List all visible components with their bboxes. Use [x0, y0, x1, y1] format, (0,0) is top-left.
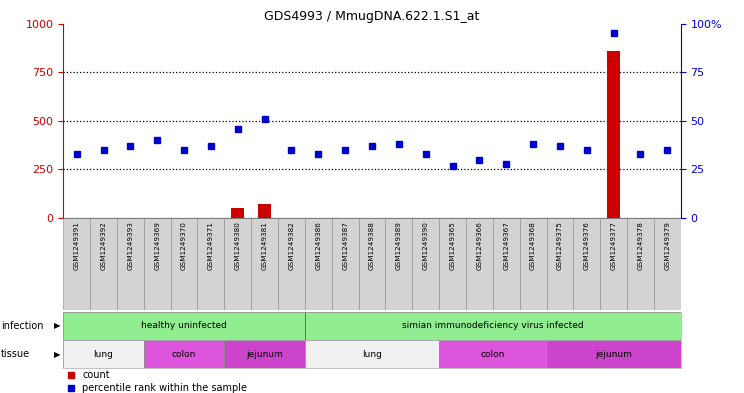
Text: GSM1249391: GSM1249391	[74, 221, 80, 270]
Bar	[547, 340, 681, 368]
Bar	[258, 204, 272, 218]
Bar	[359, 218, 385, 310]
Text: lung: lung	[362, 350, 382, 358]
Bar	[439, 218, 466, 310]
Text: GSM1249366: GSM1249366	[476, 221, 482, 270]
Text: colon: colon	[481, 350, 505, 358]
Text: GSM1249378: GSM1249378	[638, 221, 644, 270]
Bar	[412, 218, 439, 310]
Text: GDS4993 / MmugDNA.622.1.S1_at: GDS4993 / MmugDNA.622.1.S1_at	[264, 10, 480, 23]
Text: GSM1249388: GSM1249388	[369, 221, 375, 270]
Text: GSM1249387: GSM1249387	[342, 221, 348, 270]
Bar	[278, 218, 305, 310]
Text: GSM1249382: GSM1249382	[289, 221, 295, 270]
Bar	[144, 218, 170, 310]
Bar	[63, 312, 305, 340]
Text: GSM1249371: GSM1249371	[208, 221, 214, 270]
Bar	[574, 218, 600, 310]
Text: count: count	[82, 370, 109, 380]
Text: GSM1249380: GSM1249380	[235, 221, 241, 270]
Text: percentile rank within the sample: percentile rank within the sample	[82, 382, 247, 393]
Text: GSM1249376: GSM1249376	[584, 221, 590, 270]
Bar	[170, 218, 197, 310]
Bar	[627, 218, 654, 310]
Bar	[63, 218, 90, 310]
Text: GSM1249379: GSM1249379	[664, 221, 670, 270]
Bar	[305, 312, 681, 340]
Bar	[439, 340, 547, 368]
Text: GSM1249390: GSM1249390	[423, 221, 429, 270]
Bar	[144, 340, 225, 368]
Bar	[117, 218, 144, 310]
Text: GSM1249369: GSM1249369	[154, 221, 160, 270]
Text: GSM1249375: GSM1249375	[557, 221, 563, 270]
Bar	[305, 218, 332, 310]
Text: lung: lung	[94, 350, 113, 358]
Text: colon: colon	[172, 350, 196, 358]
Text: GSM1249386: GSM1249386	[315, 221, 321, 270]
Text: tissue: tissue	[1, 349, 30, 359]
Text: GSM1249377: GSM1249377	[611, 221, 617, 270]
Text: ▶: ▶	[54, 321, 60, 330]
Bar	[654, 218, 681, 310]
Bar	[231, 208, 245, 218]
Text: GSM1249381: GSM1249381	[262, 221, 268, 270]
Text: GSM1249365: GSM1249365	[449, 221, 455, 270]
Bar	[90, 218, 117, 310]
Bar	[197, 218, 225, 310]
Text: jejunum: jejunum	[246, 350, 283, 358]
Bar	[607, 51, 620, 218]
Bar	[493, 218, 519, 310]
Bar	[251, 218, 278, 310]
Text: GSM1249370: GSM1249370	[181, 221, 187, 270]
Bar	[225, 340, 305, 368]
Text: simian immunodeficiency virus infected: simian immunodeficiency virus infected	[402, 321, 583, 330]
Text: GSM1249367: GSM1249367	[503, 221, 509, 270]
Text: ▶: ▶	[54, 350, 60, 358]
Bar	[466, 218, 493, 310]
Text: GSM1249389: GSM1249389	[396, 221, 402, 270]
Text: healthy uninfected: healthy uninfected	[141, 321, 227, 330]
Text: infection: infection	[1, 321, 43, 331]
Text: GSM1249393: GSM1249393	[127, 221, 133, 270]
Bar	[63, 340, 144, 368]
Bar	[547, 218, 574, 310]
Text: GSM1249368: GSM1249368	[530, 221, 536, 270]
Bar	[305, 340, 439, 368]
Text: GSM1249392: GSM1249392	[100, 221, 106, 270]
Bar	[332, 218, 359, 310]
Bar	[225, 218, 251, 310]
Bar	[519, 218, 547, 310]
Text: jejunum: jejunum	[595, 350, 632, 358]
Bar	[600, 218, 627, 310]
Bar	[385, 218, 412, 310]
